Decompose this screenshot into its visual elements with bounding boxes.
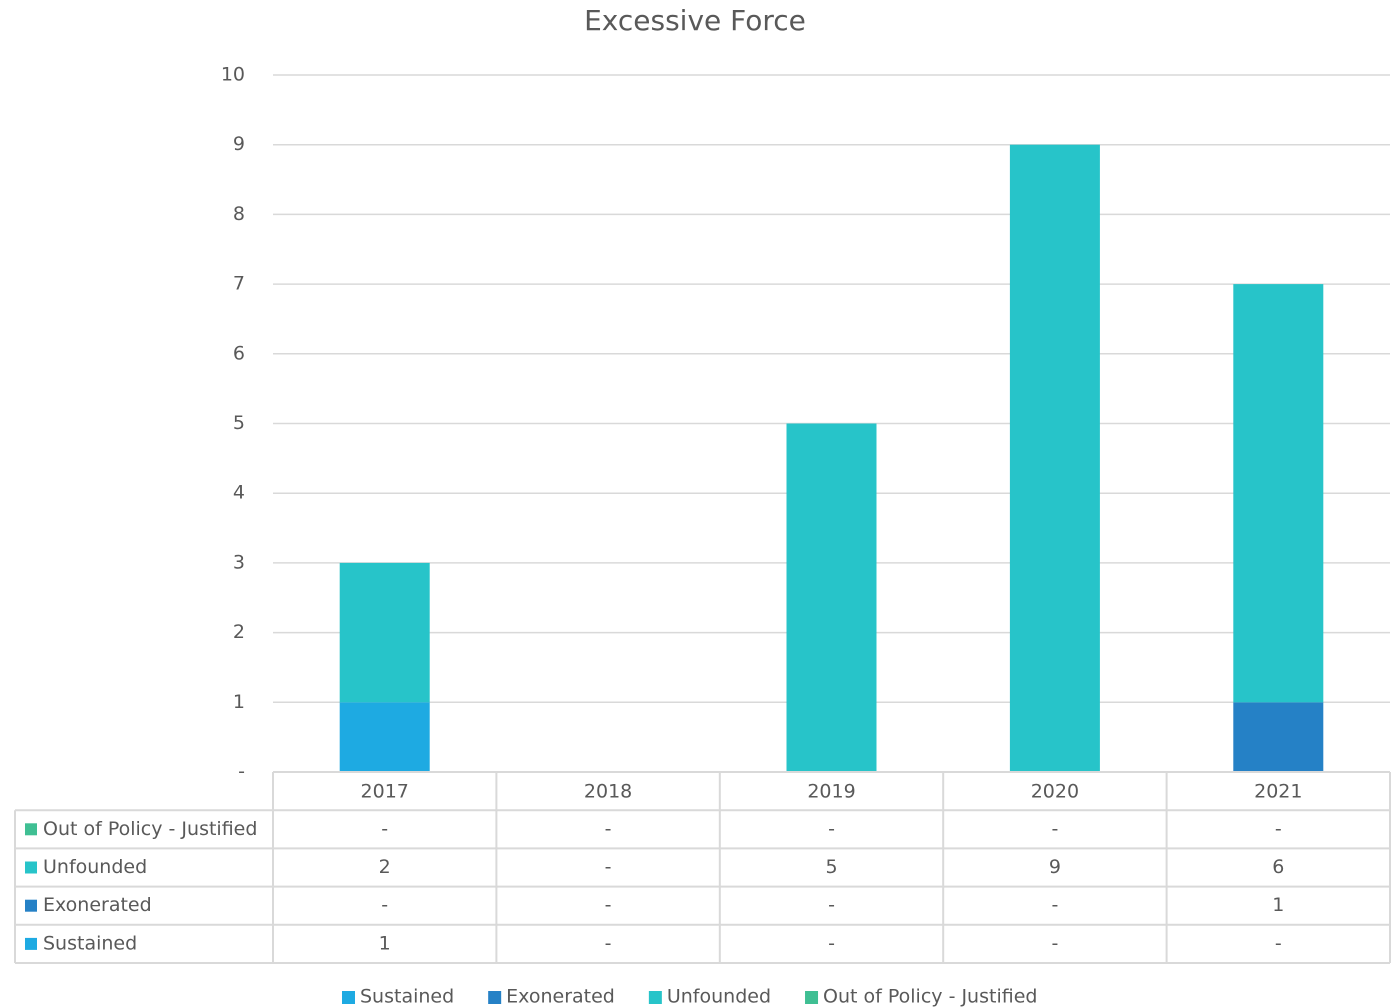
table-cell: - <box>828 894 835 916</box>
table-cell: - <box>828 932 835 954</box>
x-tick-label: 2021 <box>1254 781 1302 803</box>
bar-segment <box>339 562 430 703</box>
legend-label: Exonerated <box>506 986 615 1008</box>
table-row-label: Unfounded <box>43 856 147 878</box>
bar-segment <box>1009 144 1100 772</box>
y-tick-label: 2 <box>233 621 245 643</box>
table-cell: - <box>1275 818 1282 840</box>
table-cell: - <box>1051 932 1058 954</box>
table-cell: - <box>381 818 388 840</box>
bar-segment <box>1233 284 1324 703</box>
legend-label: Out of Policy - Justified <box>823 986 1037 1008</box>
y-tick-label: 8 <box>233 203 245 225</box>
x-tick-label: 2020 <box>1031 781 1079 803</box>
table-cell: - <box>1275 932 1282 954</box>
x-tick-label: 2017 <box>361 781 409 803</box>
table-cell: - <box>1051 818 1058 840</box>
legend-swatch <box>805 991 819 1004</box>
table-legend-swatch <box>25 899 37 912</box>
y-tick-label: 6 <box>233 342 245 364</box>
table-legend-swatch <box>25 823 37 836</box>
y-tick-label: 5 <box>233 412 245 434</box>
table-cell: 9 <box>1049 856 1061 878</box>
bar-segment <box>1233 702 1324 772</box>
table-cell: 1 <box>379 932 391 954</box>
x-tick-label: 2019 <box>807 781 855 803</box>
legend-swatch <box>342 991 355 1004</box>
y-tick-label: 10 <box>221 64 245 86</box>
legend-swatch <box>648 991 662 1004</box>
table-cell: - <box>605 894 612 916</box>
x-tick-label: 2018 <box>584 781 632 803</box>
table-row-label: Out of Policy - Justified <box>43 818 257 840</box>
legend-label: Sustained <box>360 986 454 1008</box>
y-tick-label: 1 <box>233 691 245 713</box>
y-tick-label: 4 <box>233 482 245 504</box>
table-cell: - <box>605 932 612 954</box>
table-cell: 1 <box>1272 894 1284 916</box>
table-cell: 6 <box>1272 856 1284 878</box>
y-tick-label: 3 <box>233 551 245 573</box>
y-tick-label: 9 <box>233 133 245 155</box>
table-legend-swatch <box>25 937 37 950</box>
chart-title: Excessive Force <box>584 4 806 37</box>
table-cell: - <box>1051 894 1058 916</box>
table-legend-swatch <box>25 861 37 874</box>
table-cell: 5 <box>825 856 837 878</box>
bar-segment <box>786 423 877 772</box>
y-tick-label: - <box>238 761 245 783</box>
bar-segment <box>339 702 430 772</box>
y-tick-label: 7 <box>233 273 245 295</box>
table-row-label: Sustained <box>43 932 137 954</box>
table-cell: 2 <box>379 856 391 878</box>
table-cell: - <box>605 856 612 878</box>
table-cell: - <box>605 818 612 840</box>
table-row-label: Exonerated <box>43 894 152 916</box>
legend-label: Unfounded <box>667 986 771 1008</box>
table-cell: - <box>381 894 388 916</box>
table-cell: - <box>828 818 835 840</box>
legend-swatch <box>488 991 502 1004</box>
